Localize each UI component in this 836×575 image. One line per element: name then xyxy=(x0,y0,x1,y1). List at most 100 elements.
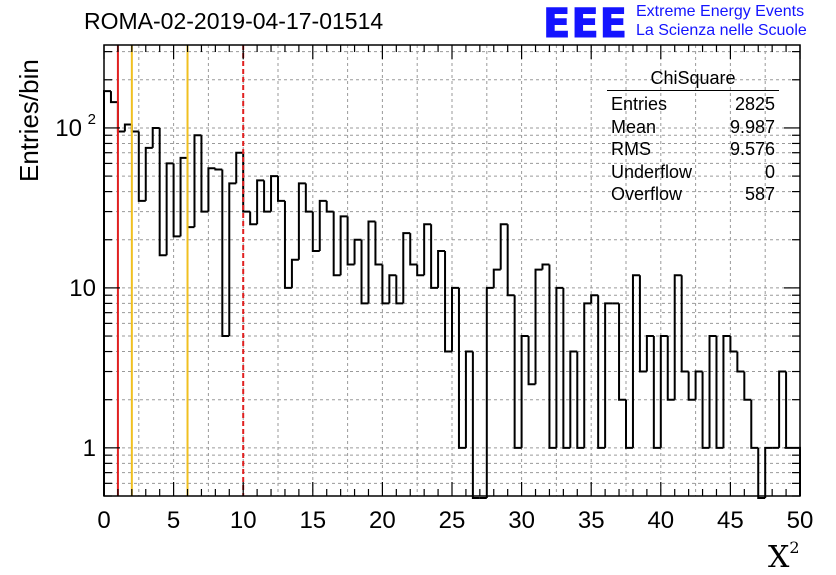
histogram-bin xyxy=(186,157,195,229)
x-tick-label: 0 xyxy=(97,507,110,534)
grid-lines xyxy=(104,45,800,497)
histogram-bin xyxy=(339,215,348,276)
chart-title: ROMA-02-2019-04-17-01514 xyxy=(84,8,384,34)
y-axis-ticks: 1 10 10 2 xyxy=(55,51,800,497)
histogram-bin xyxy=(625,399,633,449)
stats-label: Overflow xyxy=(611,184,683,204)
histogram-bin xyxy=(708,335,717,448)
histogram-bin xyxy=(165,162,174,256)
histogram-bin xyxy=(290,258,299,288)
histogram-bin xyxy=(103,90,111,496)
x-tick-label: 30 xyxy=(508,507,535,534)
x-tick-label: 15 xyxy=(299,507,326,534)
histogram-bin xyxy=(506,224,515,297)
y-axis-label-text: Entries/bin xyxy=(14,59,44,182)
histogram-bin xyxy=(680,275,689,373)
logo-caption: Extreme Energy Events La Scienza nelle S… xyxy=(636,2,807,40)
x-axis-label-superscript: 2 xyxy=(789,538,800,557)
histogram-bin xyxy=(541,263,550,270)
histogram-bin xyxy=(785,371,794,449)
histogram-bin xyxy=(325,200,334,213)
stats-row-overflow: Overflow 587 xyxy=(611,183,775,206)
histogram-bin xyxy=(297,182,306,260)
stats-row-mean: Mean 9.987 xyxy=(611,116,775,139)
histogram-bin xyxy=(673,274,682,400)
histogram-bin xyxy=(451,286,459,352)
histogram-bin xyxy=(332,211,341,277)
histogram-bin xyxy=(576,351,585,449)
x-tick-label: 25 xyxy=(439,507,466,534)
logo-line-2: La Scienza nelle Scuole xyxy=(636,22,807,39)
histogram-bin xyxy=(778,370,787,448)
x-tick-label: 10 xyxy=(230,507,257,534)
stats-value: 0 xyxy=(764,161,775,182)
histogram-bin xyxy=(492,268,501,288)
histogram-bin xyxy=(520,335,529,448)
stats-label: RMS xyxy=(611,139,651,159)
histogram-bin xyxy=(485,286,494,498)
histogram-bin xyxy=(304,183,313,213)
histogram-bin xyxy=(381,264,390,305)
histogram-bin xyxy=(395,275,404,305)
histogram-bin xyxy=(437,250,446,288)
logo-line-1: Extreme Energy Events xyxy=(636,3,805,20)
stats-box: ChiSquare Entries 2825 Mean 9.987 RMS 9.… xyxy=(607,66,779,206)
histogram-bin xyxy=(757,447,766,499)
histogram-bin xyxy=(151,126,160,148)
histogram-bin xyxy=(555,286,564,448)
histogram-bin xyxy=(256,179,265,225)
histogram-bin xyxy=(513,295,522,449)
y-tick-label: 1 xyxy=(83,435,96,462)
y-tick-label: 10 xyxy=(69,275,96,302)
histogram-bin xyxy=(200,135,209,213)
x-axis-label-text: X xyxy=(768,540,790,575)
histogram-bin xyxy=(750,399,759,449)
histogram-bin xyxy=(444,251,452,353)
x-tick-label: 20 xyxy=(369,507,396,534)
histogram-bin xyxy=(694,370,703,400)
histogram-bin xyxy=(604,302,613,448)
histogram-bin xyxy=(652,336,661,449)
histogram-bin xyxy=(221,169,230,338)
histogram-bin xyxy=(137,131,146,202)
histogram-bin xyxy=(158,127,167,257)
stats-value: 2825 xyxy=(734,94,775,114)
stats-label: Underflow xyxy=(611,161,693,182)
histogram-bin xyxy=(172,163,181,238)
histogram-bin xyxy=(179,156,188,237)
stats-row-underflow: Underflow 0 xyxy=(611,161,775,184)
eee-logo: EEE xyxy=(543,1,628,47)
histogram-bin xyxy=(645,335,654,372)
stats-value: 9.576 xyxy=(729,139,775,159)
histogram-bin xyxy=(374,221,383,266)
histogram-bin xyxy=(214,168,223,171)
histogram-bin xyxy=(423,223,432,276)
stats-title: ChiSquare xyxy=(607,66,779,91)
histogram-bin xyxy=(116,102,125,133)
histogram-bin xyxy=(235,151,244,184)
histogram-bin xyxy=(318,199,327,252)
histogram-bin xyxy=(701,371,710,449)
histogram-bin xyxy=(666,336,675,401)
histogram-bin xyxy=(430,224,439,289)
stats-row-rms: RMS 9.576 xyxy=(611,138,775,161)
histogram-bin xyxy=(687,371,696,401)
histogram-bin xyxy=(729,336,738,353)
histogram-bin xyxy=(659,335,668,448)
histogram-bin xyxy=(228,182,237,337)
histogram-bin xyxy=(562,287,571,449)
histogram-bin xyxy=(207,167,216,212)
x-tick-label: 40 xyxy=(647,507,674,534)
histogram-bin xyxy=(353,238,362,265)
stats-value: 587 xyxy=(744,184,775,204)
histogram-bin xyxy=(464,350,473,448)
histogram-bin xyxy=(242,152,251,213)
histogram-bin xyxy=(249,211,258,226)
histogram-bin xyxy=(402,232,411,304)
histogram-bin xyxy=(471,351,480,499)
histogram-bin xyxy=(388,274,397,304)
histogram-bin xyxy=(631,274,640,448)
histogram-bin xyxy=(548,264,557,449)
histogram-bin xyxy=(311,211,320,253)
